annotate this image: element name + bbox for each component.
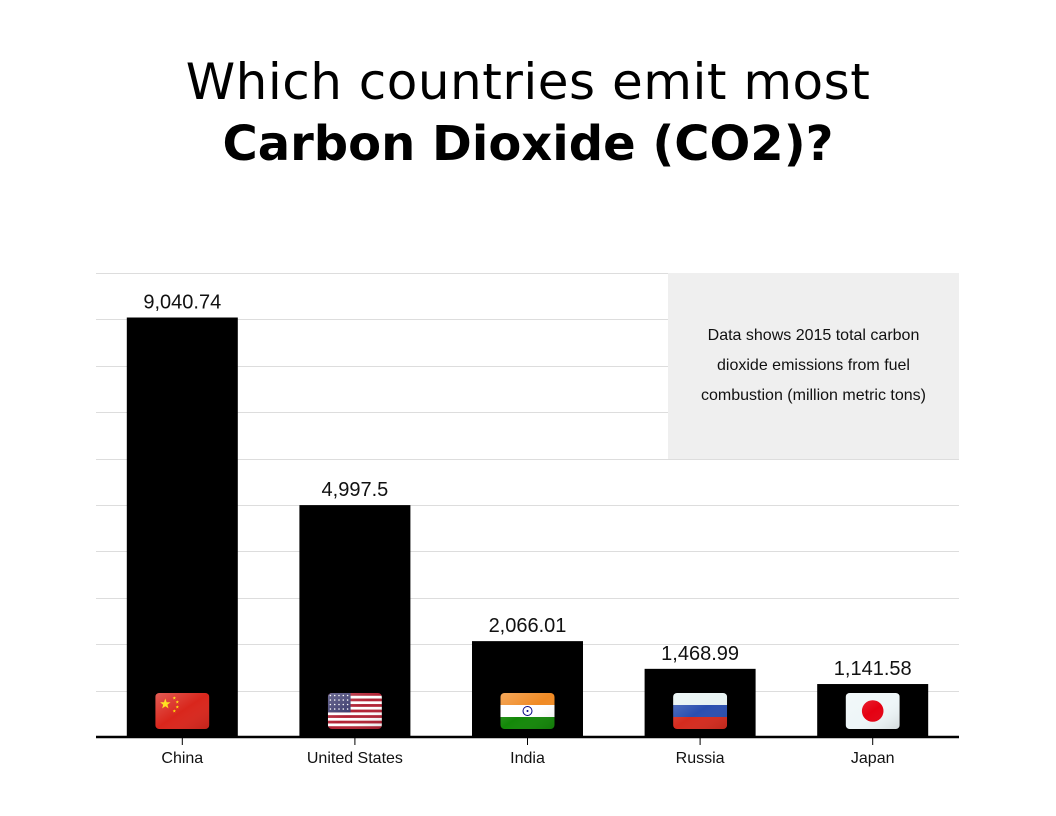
chart-title: Which countries emit most Carbon Dioxide… [0, 52, 1056, 176]
title-line-2: Carbon Dioxide (CO2)? [222, 116, 834, 172]
japan-flag-icon [845, 693, 900, 729]
category-label: Japan [851, 750, 895, 767]
category-label: Russia [676, 750, 725, 767]
value-label: 1,468.99 [661, 643, 739, 665]
category-label: India [510, 750, 545, 767]
title-line-1: Which countries emit most [185, 53, 871, 111]
value-labels: 9,040.74 4,997.5 2,066.01 1,468.99 1,141.58 [143, 292, 911, 681]
china-flag-icon [155, 693, 210, 729]
russia-flag-icon [673, 693, 728, 729]
value-label: 1,141.58 [834, 658, 912, 680]
data-note: Data shows 2015 total carbon dioxide emi… [668, 273, 959, 459]
value-label: 4,997.5 [322, 479, 389, 501]
bars [126, 317, 929, 737]
bar-china [126, 317, 238, 737]
united-states-flag-icon [327, 693, 382, 729]
value-label: 9,040.74 [143, 292, 221, 314]
category-label: United States [307, 750, 403, 767]
category-labels: China United States India Russia Japan [161, 737, 894, 767]
category-label: China [161, 750, 203, 767]
flags [155, 693, 900, 729]
india-flag-icon [500, 693, 555, 729]
value-label: 2,066.01 [489, 615, 567, 637]
